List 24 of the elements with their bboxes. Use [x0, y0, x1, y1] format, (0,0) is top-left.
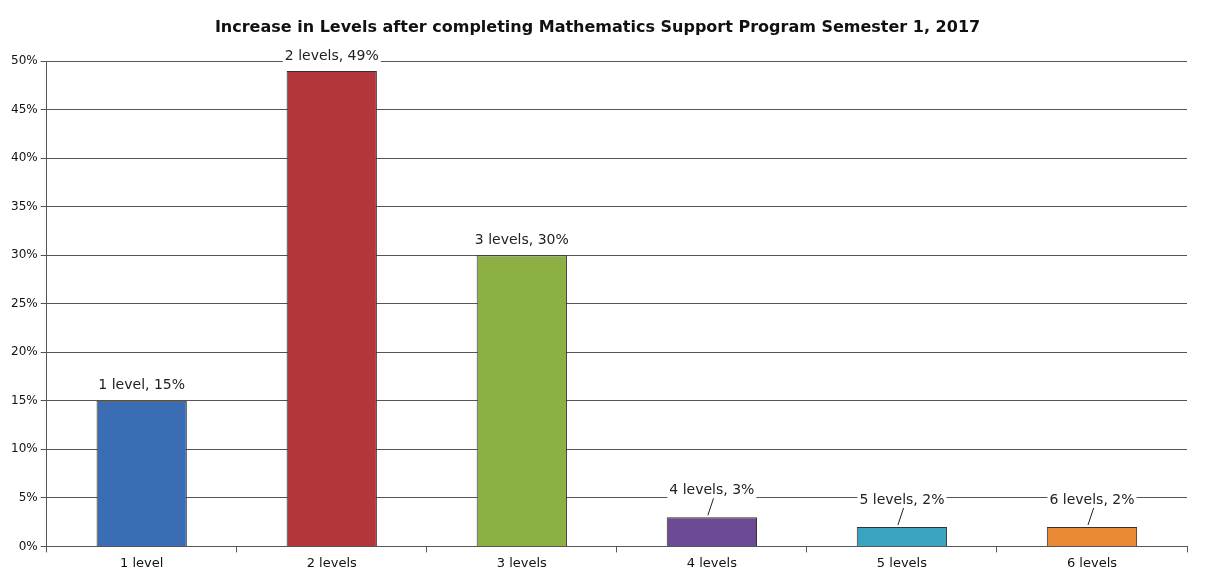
x-tick-label: 6 levels — [1066, 554, 1118, 570]
y-tick-label: 50% — [11, 53, 38, 68]
data-label: 4 levels, 3% — [669, 480, 755, 497]
y-tick-label: 35% — [11, 198, 38, 213]
y-tick-label: 15% — [11, 392, 38, 407]
y-tick-label: 45% — [11, 101, 38, 116]
y-tick-label: 5% — [18, 490, 38, 505]
y-tick-label: 20% — [11, 344, 38, 359]
y-tick-label: 40% — [11, 150, 38, 165]
y-tick-label: 10% — [11, 441, 38, 456]
y-tick-label: 30% — [11, 247, 38, 262]
chart-title: Increase in Levels after completing Mathematics Support Program Semester 1, 2017 — [214, 16, 981, 36]
data-label: 2 levels, 49% — [284, 46, 379, 63]
data-label: 3 levels, 30% — [474, 230, 569, 247]
data-label: 6 levels, 2% — [1049, 490, 1135, 507]
x-tick-label: 4 levels — [686, 554, 738, 570]
y-tick-label: 0% — [18, 538, 38, 553]
x-tick-label: 2 levels — [306, 554, 358, 570]
x-tick-label: 5 levels — [876, 554, 928, 570]
y-tick-label: 25% — [11, 295, 38, 310]
data-label: 5 levels, 2% — [859, 490, 945, 507]
x-tick-label: 3 levels — [496, 554, 548, 570]
data-label: 1 level, 15% — [98, 376, 186, 393]
x-tick-label: 1 level — [120, 554, 164, 570]
